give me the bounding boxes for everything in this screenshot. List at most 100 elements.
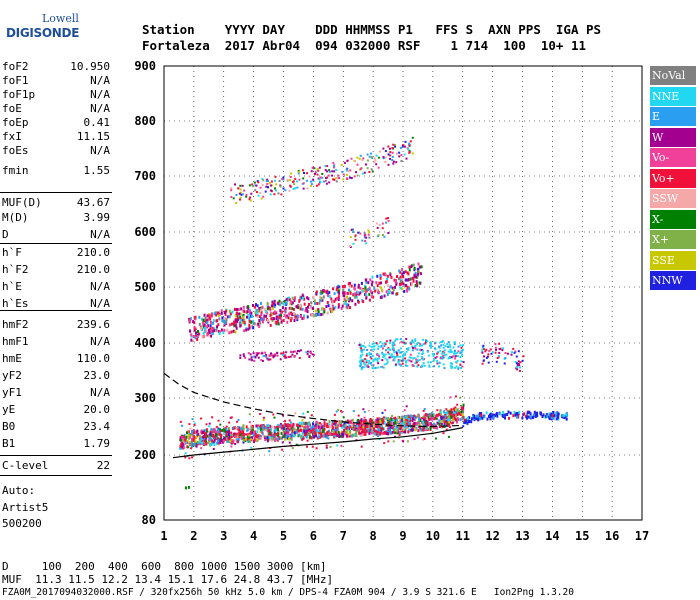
echo-point xyxy=(250,356,253,359)
echo-point xyxy=(460,406,462,409)
echo-point xyxy=(441,357,444,360)
echo-point xyxy=(392,143,395,146)
echo-point xyxy=(379,425,382,429)
echo-point xyxy=(269,313,272,317)
echo-point xyxy=(362,300,365,304)
echo-point xyxy=(213,438,216,442)
param-label: B0 xyxy=(2,420,16,433)
echo-point xyxy=(356,156,359,159)
echo-point xyxy=(228,427,231,431)
echo-point xyxy=(459,418,462,422)
echo-point xyxy=(250,311,253,315)
echo-point xyxy=(381,353,384,356)
echo-point xyxy=(190,444,193,448)
echo-point xyxy=(203,323,206,327)
echo-point xyxy=(268,182,271,184)
param-row-foep: foEp 0.41 xyxy=(2,116,110,130)
echo-point xyxy=(364,234,367,237)
param-value: N/A xyxy=(90,88,110,101)
echo-point xyxy=(443,410,446,414)
echo-point xyxy=(341,411,344,414)
echo-point xyxy=(181,445,184,449)
echo-point xyxy=(223,321,226,325)
echo-point xyxy=(448,343,451,346)
echo-point xyxy=(208,433,211,437)
echo-point xyxy=(365,236,368,239)
echo-point xyxy=(472,415,474,419)
echo-point xyxy=(486,417,489,421)
echo-point xyxy=(371,275,374,279)
echo-point xyxy=(449,413,452,417)
echo-point xyxy=(213,329,216,333)
echo-point xyxy=(179,420,182,423)
echo-point xyxy=(385,362,388,365)
echo-point xyxy=(257,434,260,438)
echo-point xyxy=(495,360,498,363)
y-tick-label: 400 xyxy=(134,336,156,350)
echo-point xyxy=(425,427,428,430)
echo-point xyxy=(360,424,363,428)
echo-point xyxy=(223,328,226,332)
echo-point xyxy=(321,291,324,295)
echo-point xyxy=(440,422,443,426)
echo-point xyxy=(395,338,398,341)
echo-point xyxy=(228,431,230,435)
echo-point xyxy=(216,428,219,432)
echo-point xyxy=(308,355,311,358)
y-tick-label: 200 xyxy=(134,448,156,462)
echo-point xyxy=(328,425,331,429)
echo-point xyxy=(273,433,276,437)
echo-point xyxy=(294,315,297,319)
echo-point xyxy=(281,441,284,444)
echo-point xyxy=(501,414,504,417)
echo-point xyxy=(341,433,343,437)
echo-point xyxy=(403,153,406,156)
echo-point xyxy=(432,355,435,357)
echo-point xyxy=(373,432,376,436)
echo-point xyxy=(372,364,375,367)
param-label: yE xyxy=(2,403,16,416)
echo-point xyxy=(262,195,265,198)
echo-point xyxy=(309,350,312,353)
echo-point xyxy=(561,413,564,417)
echo-point xyxy=(300,435,303,438)
echo-point xyxy=(272,311,275,315)
echo-point xyxy=(272,317,275,321)
echo-point xyxy=(411,428,414,432)
echo-point xyxy=(354,425,357,429)
echo-point xyxy=(300,296,303,300)
echo-point xyxy=(194,439,197,443)
echo-point xyxy=(402,359,405,362)
echo-point xyxy=(338,434,341,438)
echo-point xyxy=(354,234,357,237)
echo-point xyxy=(370,295,373,299)
echo-point xyxy=(403,426,406,430)
echo-point xyxy=(314,312,317,316)
echo-point xyxy=(194,327,197,331)
echo-point xyxy=(489,417,492,421)
echo-point xyxy=(298,433,301,437)
echo-point xyxy=(343,297,346,301)
echo-point xyxy=(438,365,440,368)
echo-point xyxy=(354,433,357,437)
echo-point xyxy=(344,423,347,427)
echo-point xyxy=(418,425,421,429)
echo-point xyxy=(323,310,326,314)
echo-point xyxy=(198,332,201,336)
echo-point xyxy=(375,222,378,225)
echo-point xyxy=(210,334,213,338)
echo-point xyxy=(251,314,254,318)
echo-point xyxy=(452,418,455,422)
echo-point xyxy=(262,428,265,432)
echo-point xyxy=(243,321,246,325)
echo-point xyxy=(280,320,283,324)
param-value: 1.55 xyxy=(83,164,111,177)
echo-point xyxy=(337,174,340,177)
echo-point xyxy=(239,184,242,187)
echo-point xyxy=(372,424,375,428)
param-row-fof1: foF1 N/A xyxy=(2,74,110,88)
echo-point xyxy=(361,239,364,242)
echo-point xyxy=(535,412,538,416)
echo-point xyxy=(279,185,282,188)
echo-point xyxy=(475,414,478,418)
